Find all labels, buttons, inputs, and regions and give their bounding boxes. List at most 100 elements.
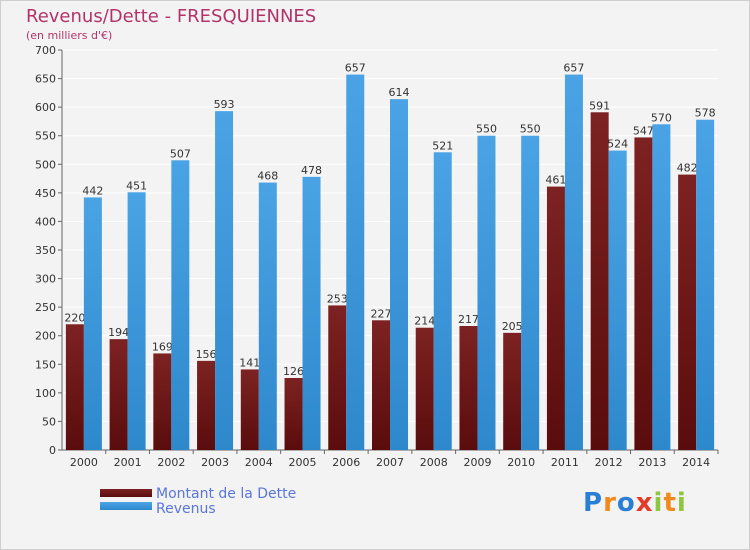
x-tick-label: 2004	[245, 456, 273, 469]
y-tick-label: 700	[35, 44, 56, 57]
bar-revenue-2001	[127, 192, 146, 451]
brand-letter: i	[676, 488, 687, 518]
y-tick-label: 200	[35, 330, 56, 343]
data-label-debt-2001: 194	[108, 326, 129, 339]
legend-swatch-debt	[100, 489, 152, 497]
bar-revenue-2004	[258, 182, 277, 451]
brand-letter: r	[603, 488, 617, 518]
bar-debt-2011	[546, 186, 565, 451]
data-label-revenue-2004: 468	[257, 170, 278, 183]
data-label-debt-2000: 220	[64, 311, 85, 324]
data-label-debt-2008: 214	[414, 315, 435, 328]
bar-debt-2002	[153, 353, 172, 450]
data-label-revenue-2001: 451	[126, 179, 147, 192]
bar-revenue-2009	[477, 135, 496, 450]
brand-logo: Proxiti	[583, 488, 687, 518]
x-tick-label: 2012	[595, 456, 623, 469]
x-tick-label: 2007	[376, 456, 404, 469]
data-label-revenue-2011: 657	[563, 62, 584, 75]
brand-letter: P	[583, 488, 604, 518]
bar-revenue-2014	[696, 119, 715, 450]
data-label-debt-2010: 205	[502, 320, 523, 333]
data-label-revenue-2014: 578	[695, 107, 716, 120]
y-tick-label: 100	[35, 387, 56, 400]
data-label-debt-2009: 217	[458, 313, 479, 326]
brand-letter: o	[616, 488, 636, 518]
x-tick-label: 2006	[332, 456, 360, 469]
data-label-revenue-2013: 570	[651, 111, 672, 124]
bar-debt-2003	[197, 360, 216, 450]
data-label-debt-2005: 126	[283, 365, 304, 378]
data-label-debt-2011: 461	[545, 174, 566, 187]
bar-revenue-2005	[302, 176, 321, 450]
data-label-revenue-2002: 507	[170, 147, 191, 160]
data-label-revenue-2012: 524	[607, 138, 628, 151]
y-tick-label: 500	[35, 158, 56, 171]
bar-revenue-2008	[433, 152, 452, 451]
data-label-revenue-2003: 593	[214, 98, 235, 111]
x-tick-label: 2008	[420, 456, 448, 469]
x-tick-label: 2000	[70, 456, 98, 469]
x-tick-label: 2013	[638, 456, 666, 469]
data-label-revenue-2000: 442	[82, 184, 103, 197]
bar-revenue-2013	[652, 124, 671, 451]
bar-debt-2006	[328, 305, 347, 450]
y-tick-label: 600	[35, 101, 56, 114]
x-tick-label: 2014	[682, 456, 710, 469]
y-tick-label: 550	[35, 130, 56, 143]
bar-debt-2005	[284, 378, 303, 450]
bar-revenue-2002	[171, 160, 190, 451]
bar-revenue-2000	[83, 197, 102, 450]
data-label-revenue-2005: 478	[301, 164, 322, 177]
data-label-debt-2002: 169	[152, 340, 173, 353]
y-tick-label: 400	[35, 215, 56, 228]
bar-revenue-2011	[564, 74, 583, 451]
bar-revenue-2003	[215, 111, 234, 451]
data-label-debt-2012: 591	[589, 99, 610, 112]
data-label-revenue-2007: 614	[389, 86, 410, 99]
brand-letter: i	[653, 488, 664, 518]
x-tick-label: 2011	[551, 456, 579, 469]
y-tick-label: 300	[35, 273, 56, 286]
legend-swatch-revenue	[100, 502, 152, 510]
y-tick-label: 150	[35, 358, 56, 371]
data-label-debt-2004: 141	[239, 356, 260, 369]
y-tick-label: 50	[42, 415, 56, 428]
data-label-debt-2003: 156	[196, 348, 217, 361]
bar-revenue-2007	[390, 99, 408, 451]
bar-debt-2010	[503, 332, 522, 450]
bar-debt-2008	[415, 327, 434, 450]
bar-debt-2013	[634, 137, 653, 450]
x-tick-label: 2003	[201, 456, 229, 469]
bar-debt-2009	[459, 326, 478, 450]
y-tick-label: 250	[35, 301, 56, 314]
bar-debt-2004	[240, 369, 259, 450]
bar-debt-2001	[109, 339, 128, 450]
bar-debt-2012	[590, 112, 609, 451]
legend-label-debt: Montant de la Dette	[156, 486, 297, 502]
legend-label-revenue: Revenus	[156, 501, 216, 517]
x-tick-label: 2002	[157, 456, 185, 469]
data-label-debt-2007: 227	[371, 307, 392, 320]
data-label-revenue-2006: 657	[345, 62, 366, 75]
bar-revenue-2010	[521, 135, 540, 450]
data-label-revenue-2010: 550	[520, 123, 541, 136]
bar-revenue-2006	[346, 74, 365, 451]
data-label-revenue-2009: 550	[476, 123, 497, 136]
y-tick-label: 350	[35, 244, 56, 257]
y-tick-label: 650	[35, 73, 56, 86]
x-tick-label: 2009	[463, 456, 491, 469]
data-label-debt-2013: 547	[633, 124, 654, 137]
brand-letter: x	[635, 488, 654, 518]
bar-revenue-2012	[608, 150, 627, 451]
data-label-revenue-2008: 521	[432, 139, 453, 152]
x-tick-label: 2010	[507, 456, 535, 469]
bar-debt-2007	[372, 320, 390, 450]
y-tick-label: 450	[35, 187, 56, 200]
bar-debt-2014	[678, 174, 697, 451]
chart-title: Revenus/Dette - FRESQUIENNES	[26, 6, 317, 27]
x-tick-label: 2005	[289, 456, 317, 469]
bar-debt-2000	[65, 324, 84, 450]
y-tick-label: 0	[49, 444, 56, 457]
